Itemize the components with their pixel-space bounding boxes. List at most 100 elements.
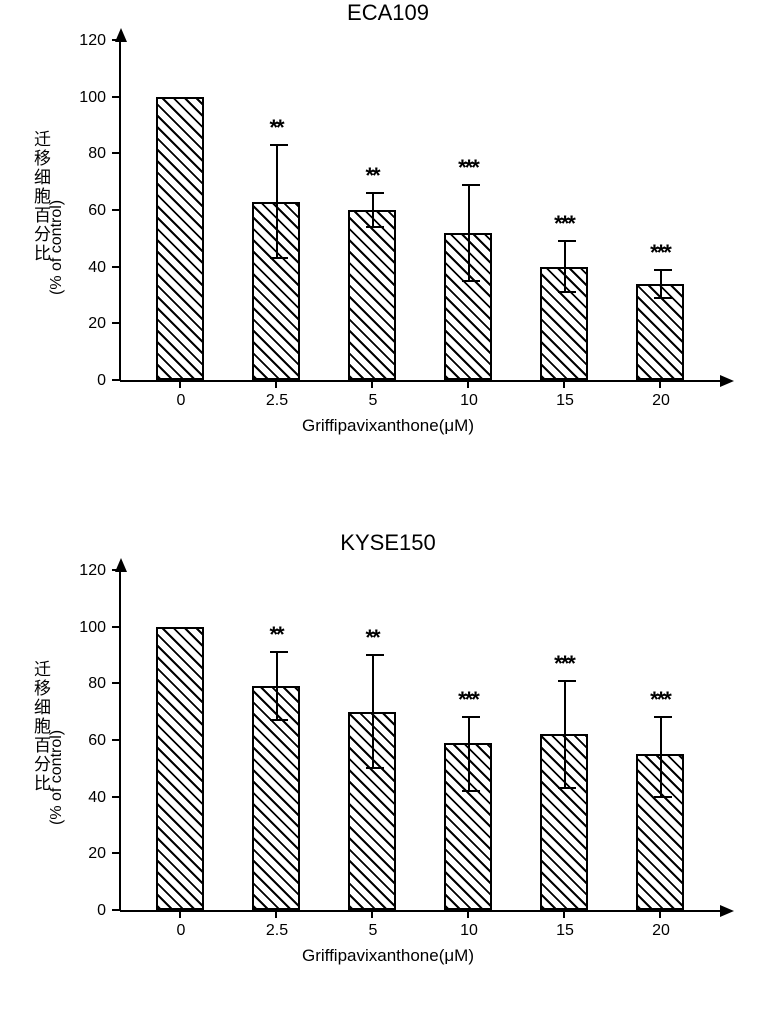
error-cap-top [462,184,480,186]
x-tick: 10 [467,910,469,918]
x-tick: 10 [467,380,469,388]
y-tick-label: 80 [88,675,106,693]
error-cap-top [366,192,384,194]
error-bar [468,717,470,791]
y-tick-label: 40 [88,789,106,807]
plot-area: 02040608010012002.5**5**10***15***20*** [120,40,720,380]
y-tick-label: 0 [97,902,106,920]
x-tick-label: 2.5 [266,392,288,410]
error-cap-bottom [558,291,576,293]
plot-area: 02040608010012002.5**5**10***15***20*** [120,570,720,910]
bar-fill [156,627,204,910]
significance-marker: ** [269,622,282,648]
y-tick-label: 60 [88,202,106,220]
significance-marker: *** [554,211,574,237]
significance-marker: ** [269,115,282,141]
y-tick-label: 80 [88,145,106,163]
x-tick: 2.5 [275,910,277,918]
y-axis-label-en: (% of control) [48,200,66,295]
y-tick: 80 [112,682,120,684]
x-tick-label: 0 [177,392,186,410]
error-cap-bottom [366,226,384,228]
bar-fill [156,97,204,380]
x-axis [120,380,722,382]
bar-fill [348,210,396,380]
error-cap-bottom [270,719,288,721]
error-bar [276,145,278,258]
x-axis-label: Griffipavixanthone(μM) [0,416,776,436]
y-tick-label: 40 [88,259,106,277]
error-bar [564,241,566,292]
bar [348,210,396,380]
x-tick-label: 20 [652,922,670,940]
x-tick: 15 [563,910,565,918]
error-cap-bottom [462,280,480,282]
y-tick-label: 100 [79,89,106,107]
y-tick-label: 20 [88,845,106,863]
error-bar [276,652,278,720]
y-tick: 20 [112,322,120,324]
y-tick: 60 [112,209,120,211]
x-tick: 5 [371,380,373,388]
error-bar [660,270,662,298]
y-tick: 80 [112,152,120,154]
y-tick: 100 [112,626,120,628]
error-cap-top [270,144,288,146]
error-cap-top [654,716,672,718]
error-cap-bottom [654,297,672,299]
x-tick: 0 [179,380,181,388]
y-tick: 120 [112,569,120,571]
chart-eca109: ECA109 迁移细胞百分比 (% of control) 0204060801… [0,0,776,500]
y-tick: 40 [112,266,120,268]
x-tick-label: 5 [369,922,378,940]
y-tick: 20 [112,852,120,854]
error-cap-bottom [462,790,480,792]
error-bar [468,185,470,281]
y-tick: 60 [112,739,120,741]
significance-marker: ** [365,625,378,651]
error-cap-top [558,240,576,242]
x-tick-label: 15 [556,392,574,410]
y-tick: 0 [112,909,120,911]
x-tick-label: 2.5 [266,922,288,940]
x-tick: 2.5 [275,380,277,388]
chart-title: KYSE150 [0,530,776,556]
x-tick: 0 [179,910,181,918]
error-cap-bottom [270,257,288,259]
y-tick-label: 120 [79,562,106,580]
y-tick-label: 120 [79,32,106,50]
y-tick: 40 [112,796,120,798]
bar [156,97,204,380]
y-tick-label: 20 [88,315,106,333]
error-bar [372,193,374,227]
x-tick-label: 10 [460,392,478,410]
error-bar [372,655,374,768]
chart-kyse150: KYSE150 迁移细胞百分比 (% of control) 020406080… [0,530,776,1030]
error-cap-top [558,680,576,682]
error-cap-top [270,651,288,653]
y-tick-label: 0 [97,372,106,390]
x-tick: 15 [563,380,565,388]
significance-marker: *** [650,240,670,266]
significance-marker: *** [650,687,670,713]
x-tick: 5 [371,910,373,918]
y-tick: 100 [112,96,120,98]
x-tick-label: 10 [460,922,478,940]
x-axis-label: Griffipavixanthone(μM) [0,946,776,966]
y-axis-label-en: (% of control) [48,730,66,825]
x-tick: 20 [659,910,661,918]
chart-title: ECA109 [0,0,776,26]
x-tick: 20 [659,380,661,388]
bar [156,627,204,910]
y-tick-label: 100 [79,619,106,637]
error-bar [564,681,566,789]
error-cap-bottom [654,796,672,798]
error-cap-top [462,716,480,718]
x-tick-label: 20 [652,392,670,410]
y-tick-label: 60 [88,732,106,750]
x-tick-label: 15 [556,922,574,940]
x-tick-label: 5 [369,392,378,410]
significance-marker: *** [458,687,478,713]
significance-marker: *** [458,155,478,181]
y-tick: 0 [112,379,120,381]
